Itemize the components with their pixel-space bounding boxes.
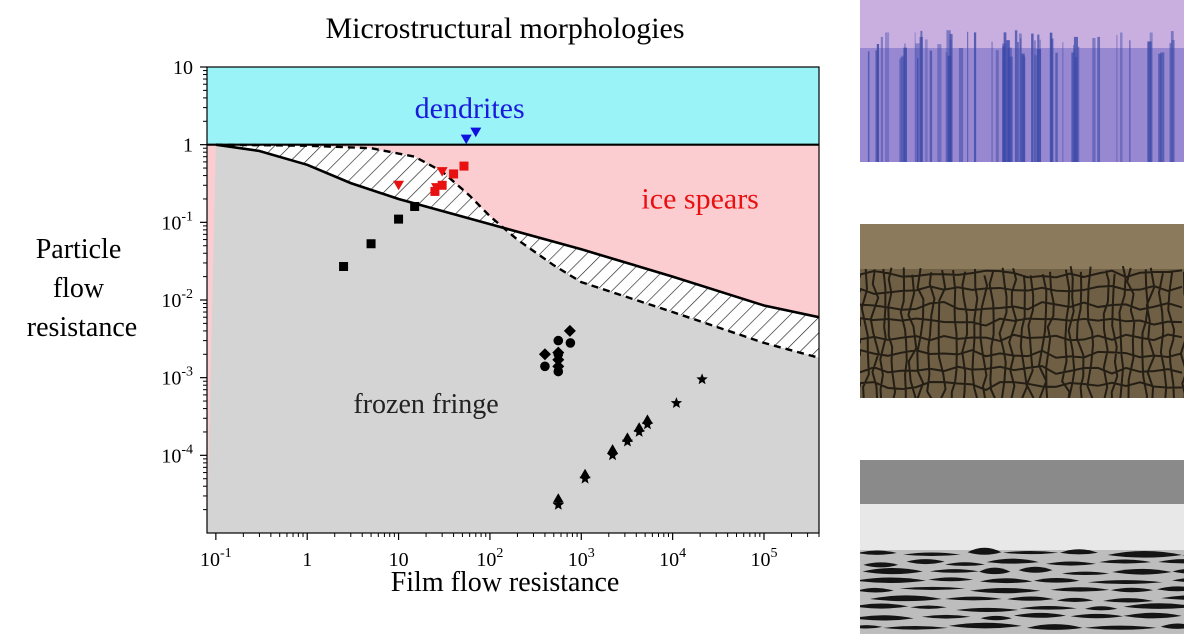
y-axis: 10 1 10-1 10-2 10-3 10-4 — [161, 57, 207, 511]
x-tick-label: 103 — [568, 546, 595, 571]
data-point-star — [552, 498, 564, 510]
data-point-square — [449, 169, 459, 179]
data-point-triangle-up — [552, 493, 564, 503]
solid-boundary-line — [215, 143, 819, 319]
dashed-boundary-line — [215, 143, 819, 359]
data-point-star — [621, 435, 634, 447]
data-point-star — [606, 449, 619, 461]
ice-spears-micrograph — [860, 224, 1184, 398]
plot-area: dendrites ice spears frozen fringe — [207, 67, 819, 533]
data-point-diamond — [563, 324, 576, 337]
y-tick-label: 10-3 — [161, 365, 193, 390]
y-tick-label: 10-1 — [161, 209, 193, 234]
data-point-square — [366, 239, 376, 249]
y-axis-label: Particle flow resistance — [27, 234, 137, 343]
x-tick-label: 104 — [659, 546, 686, 571]
data-point-circle — [553, 335, 564, 346]
x-tick-label: 10 — [389, 549, 409, 571]
data-point-triangle-up — [607, 444, 619, 454]
x-tick-label: 1 — [302, 549, 312, 571]
y-axis-label-line-2: flow — [53, 273, 105, 304]
data-point-star — [696, 373, 708, 385]
data-point-circle — [553, 366, 564, 377]
region-label-ice-spears: ice spears — [641, 183, 758, 216]
x-tick-label: 10-1 — [200, 546, 232, 571]
data-point-square — [437, 180, 447, 190]
data-point-circle — [565, 338, 576, 348]
data-point-circle — [540, 361, 550, 372]
data-point-square — [339, 261, 349, 271]
data-point-diamond — [538, 348, 551, 361]
x-tick-label: 102 — [476, 546, 503, 571]
y-axis-label-line-3: resistance — [27, 312, 137, 343]
data-point-star — [633, 426, 645, 437]
data-point-triangle-down — [393, 180, 405, 191]
region-label-frozen-fringe: frozen fringe — [353, 389, 498, 420]
x-axis: 10-1 1 10 102 103 104 105 — [200, 533, 820, 571]
y-tick-label: 10 — [173, 57, 193, 79]
data-markers — [339, 127, 708, 510]
region-frozen-fringe — [207, 144, 819, 533]
data-point-triangle-down — [470, 127, 482, 138]
y-tick-label: 1 — [183, 135, 193, 157]
data-point-star — [670, 397, 683, 408]
data-point-star — [641, 418, 654, 430]
frozen-fringe-micrograph — [860, 460, 1184, 634]
region-dendrites — [207, 67, 819, 145]
data-point-square — [430, 186, 440, 196]
data-point-square — [394, 214, 404, 224]
x-tick-label: 105 — [750, 546, 777, 571]
data-point-triangle-down — [460, 134, 472, 145]
y-tick-label: 10-4 — [161, 442, 193, 467]
dendrites-micrograph — [860, 0, 1184, 162]
y-tick-label: 10-2 — [161, 287, 193, 312]
transition-band — [215, 144, 819, 358]
y-axis-label-line-1: Particle — [36, 234, 122, 265]
x-axis-label: Film flow resistance — [391, 567, 620, 598]
region-label-dendrites: dendrites — [415, 92, 525, 125]
data-point-square — [459, 161, 469, 171]
chart-title: Microstructural morphologies — [325, 12, 684, 45]
data-point-circle — [553, 349, 564, 360]
data-point-star — [579, 472, 591, 484]
data-point-triangle-down — [436, 167, 448, 177]
data-point-square — [410, 201, 420, 211]
